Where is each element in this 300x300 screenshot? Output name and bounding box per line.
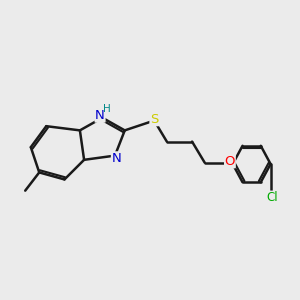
- Text: H: H: [103, 104, 111, 114]
- Text: N: N: [112, 152, 121, 165]
- Text: O: O: [225, 155, 235, 168]
- Text: N: N: [95, 109, 105, 122]
- Text: Cl: Cl: [266, 191, 278, 204]
- Text: S: S: [150, 113, 158, 126]
